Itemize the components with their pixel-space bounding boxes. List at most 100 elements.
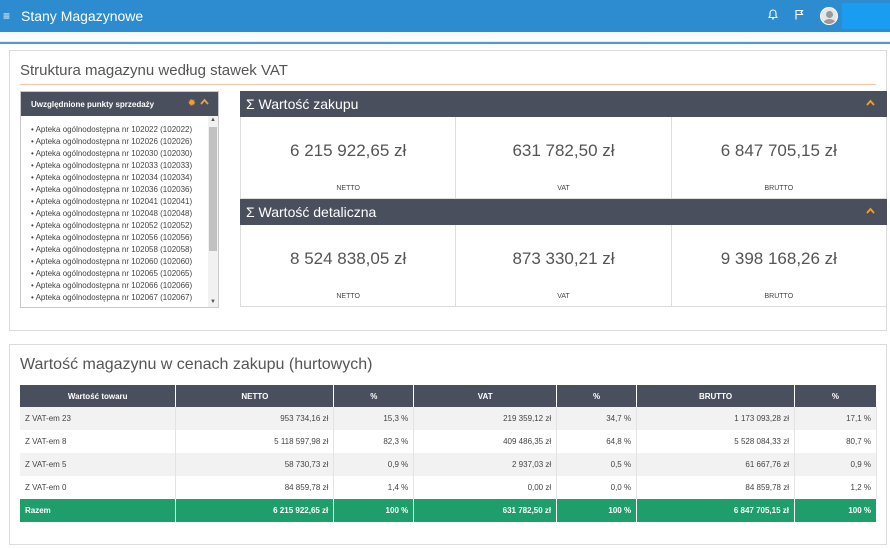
percent-cell: 0,5 % [556,453,638,476]
retail-vat-label: VAT [557,293,570,300]
warehouse-value-panel: Wartość magazynu w cenach zakupu (hurtow… [9,344,887,545]
hamburger-menu-icon[interactable]: ≡ [3,9,11,23]
list-item[interactable]: • Apteka ogólnodostępna nr 102056 (10205… [31,233,193,242]
percent-cell: 0,0 % [556,476,638,499]
points-of-sale-header-label: Uwzględnione punkty sprzedaży [31,99,155,109]
scrollbar-thumb[interactable] [209,127,217,251]
flag-icon[interactable] [786,9,812,23]
list-item[interactable]: • Apteka ogólnodostępna nr 102052 (10205… [31,221,193,230]
list-item[interactable]: • Apteka ogólnodostępna nr 102022 (10202… [31,125,193,134]
table-header-row: Wartość towaru NETTO % VAT % BRUTTO % [20,385,878,407]
column-header[interactable]: % [794,385,878,407]
list-item[interactable]: • Apteka ogólnodostępna nr 102067 (10206… [31,293,193,302]
top-bar: ≡ Stany Magazynowe [0,0,890,32]
total-brutto: 6 847 705,15 zł [636,499,795,522]
purchase-value-header: Σ Wartość zakupu [240,91,887,117]
total-netto: 6 215 922,65 zł [175,499,335,522]
table-row: Z VAT-em 5 58 730,73 zł 0,9 % 2 937,03 z… [20,453,878,476]
brutto-cell: 1 173 093,28 zł [636,407,795,430]
netto-cell: 58 730,73 zł [175,453,335,476]
points-of-sale-header: Uwzględnione punkty sprzedaży ✹ [21,92,218,116]
column-header[interactable]: % [333,385,415,407]
total-vat: 631 782,50 zł [413,499,558,522]
total-label: Razem [20,499,177,522]
vat-cell: 0,00 zł [413,476,558,499]
purchase-netto-cell: 6 215 922,65 zł NETTO [241,117,457,199]
purchase-value-block: Σ Wartość zakupu 6 215 922,65 zł NETTO 6… [240,91,887,199]
purchase-netto-label: NETTO [336,185,360,192]
percent-cell: 64,8 % [556,430,638,453]
netto-cell: 5 118 597,98 zł [175,430,335,453]
percent-cell: 34,7 % [556,407,638,430]
vat-value-table: Wartość towaru NETTO % VAT % BRUTTO % Z … [20,385,878,522]
brutto-cell: 61 667,76 zł [636,453,795,476]
vat-cell: 409 486,35 zł [413,430,558,453]
purchase-vat-cell: 631 782,50 zł VAT [456,117,672,199]
list-item[interactable]: • Apteka ogólnodostępna nr 102060 (10206… [31,257,193,266]
table-row: Z VAT-em 23 953 734,16 zł 15,3 % 219 359… [20,407,878,430]
percent-cell: 0,9 % [794,453,878,476]
list-item[interactable]: • Apteka ogólnodostępna nr 102030 (10203… [31,149,193,158]
table-row: Z VAT-em 8 5 118 597,98 zł 82,3 % 409 48… [20,430,878,453]
chevron-up-icon[interactable] [200,97,209,108]
column-header[interactable]: BRUTTO [636,385,795,407]
gear-icon[interactable]: ✹ [187,98,196,109]
list-scrollbar[interactable]: ▲ ▼ [208,116,218,307]
app-title: Stany Magazynowe [21,8,144,24]
purchase-netto-value: 6 215 922,65 zł [290,141,407,160]
user-menu-area[interactable] [842,3,890,29]
scroll-down-icon[interactable]: ▼ [210,299,216,305]
list-item[interactable]: • Apteka ogólnodostępna nr 102066 (10206… [31,281,193,290]
column-header[interactable]: Wartość towaru [20,385,177,407]
scroll-up-icon[interactable]: ▲ [210,117,216,123]
retail-vat-value: 873 330,21 zł [512,249,615,268]
retail-value-header: Σ Wartość detaliczna [240,199,887,225]
column-header[interactable]: VAT [413,385,558,407]
purchase-vat-label: VAT [557,185,570,192]
purchase-value-cells: 6 215 922,65 zł NETTO 631 782,50 zł VAT … [240,117,887,199]
brutto-cell: 5 528 084,33 zł [636,430,795,453]
list-item[interactable]: • Apteka ogólnodostępna nr 102034 (10203… [31,173,193,182]
purchase-brutto-value: 6 847 705,15 zł [720,141,837,160]
retail-brutto-value: 9 398 168,26 zł [720,249,837,268]
list-item[interactable]: • Apteka ogólnodostępna nr 102026 (10202… [31,137,193,146]
retail-brutto-label: BRUTTO [764,293,794,300]
netto-cell: 84 859,78 zł [175,476,335,499]
total-percent: 100 % [333,499,415,522]
row-label: Z VAT-em 0 [20,476,177,499]
vat-structure-panel: Struktura magazynu według stawek VAT Uwz… [9,50,887,331]
vat-cell: 2 937,03 zł [413,453,558,476]
percent-cell: 17,1 % [794,407,878,430]
vat-cell: 219 359,12 zł [413,407,558,430]
list-item[interactable]: • Apteka ogólnodostępna nr 102058 (10205… [31,245,193,254]
column-header[interactable]: % [556,385,638,407]
purchase-brutto-cell: 6 847 705,15 zł BRUTTO [671,117,887,199]
retail-value-cells: 8 524 838,05 zł NETTO 873 330,21 zł VAT … [240,225,887,307]
percent-cell: 1,2 % [794,476,878,499]
user-avatar-icon[interactable] [820,7,838,25]
purchase-brutto-label: BRUTTO [764,185,794,192]
topbar-actions [760,0,890,32]
table-row: Z VAT-em 0 84 859,78 zł 1,4 % 0,00 zł 0,… [20,476,878,499]
list-item[interactable]: • Apteka ogólnodostępna nr 102048 (10204… [31,209,193,218]
retail-netto-cell: 8 524 838,05 zł NETTO [241,225,457,307]
percent-cell: 80,7 % [794,430,878,453]
bell-icon[interactable] [760,9,786,23]
row-label: Z VAT-em 8 [20,430,177,453]
list-item[interactable]: • Apteka ogólnodostępna nr 102041 (10204… [31,197,193,206]
column-header[interactable]: NETTO [175,385,335,407]
list-item[interactable]: • Apteka ogólnodostępna nr 102036 (10203… [31,185,193,194]
list-item[interactable]: • Apteka ogólnodostępna nr 102065 (10206… [31,269,193,278]
percent-cell: 15,3 % [333,407,415,430]
chevron-up-icon[interactable] [866,98,875,109]
brutto-cell: 84 859,78 zł [636,476,795,499]
total-percent: 100 % [556,499,638,522]
list-item[interactable]: • Apteka ogólnodostępna nr 102033 (10203… [31,161,193,170]
vat-structure-title: Struktura magazynu według stawek VAT [20,62,288,79]
title-divider [20,84,876,85]
total-percent: 100 % [794,499,878,522]
chevron-up-icon[interactable] [866,206,875,217]
accent-line [0,42,890,44]
retail-value-block: Σ Wartość detaliczna 8 524 838,05 zł NET… [240,199,887,307]
topbar-subline [0,32,890,42]
